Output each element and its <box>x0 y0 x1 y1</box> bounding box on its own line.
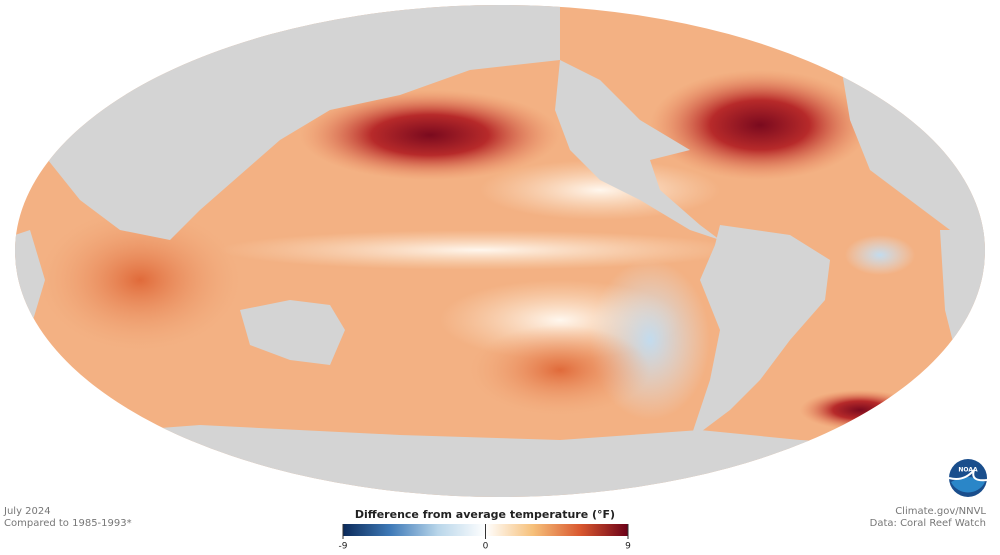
map <box>15 5 985 497</box>
colorbar-tick-label: -9 <box>339 542 348 552</box>
noaa-logo: NOAA <box>948 459 988 497</box>
logo-text: NOAA <box>958 467 978 474</box>
baseline: Compared to 1985-1993* <box>4 518 132 529</box>
colorbar-title: Difference from average temperature (°F) <box>355 508 615 521</box>
date: July 2024 <box>3 506 51 517</box>
colorbar-tick-label: 9 <box>625 542 631 552</box>
source: Data: Coral Reef Watch <box>870 518 986 529</box>
credit: Climate.gov/NNVL <box>895 506 986 517</box>
colorbar-tick-label: 0 <box>483 542 489 552</box>
